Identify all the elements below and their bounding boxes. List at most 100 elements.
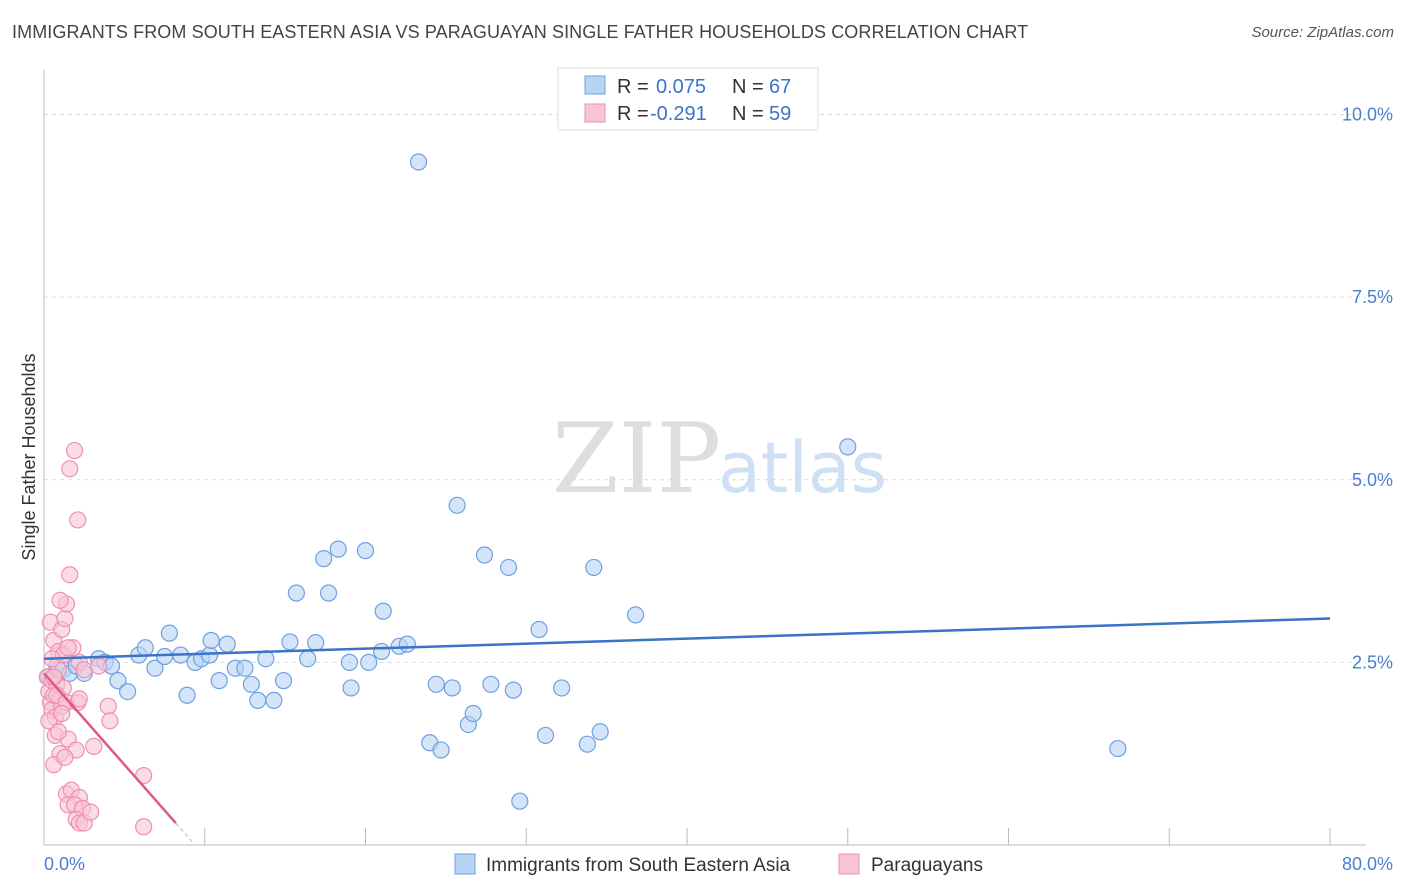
data-point-blue: [118, 682, 137, 701]
data-point-blue: [1109, 739, 1127, 758]
data-point-blue: [109, 672, 127, 690]
trend-line-pink-extension: [175, 822, 193, 842]
trend-line-blue: [43, 617, 1331, 660]
data-point-pink: [69, 511, 87, 529]
data-point-blue: [236, 659, 254, 677]
data-point-pink: [49, 723, 68, 741]
data-point-blue: [218, 635, 236, 653]
data-point-pink: [85, 737, 103, 755]
chart-title: IMMIGRANTS FROM SOUTH EASTERN ASIA VS PA…: [12, 22, 1029, 42]
legend-r-value-1: 0.075: [656, 76, 706, 98]
data-point-blue: [360, 653, 378, 671]
data-point-pink: [65, 441, 84, 460]
y-tick-labels: 2.5% 5.0% 7.5% 10.0%: [1342, 105, 1393, 673]
trend-lines: [43, 617, 1331, 842]
data-point-blue: [178, 686, 196, 704]
y-axis-label: Single Father Households: [19, 353, 39, 560]
data-point-pink: [101, 712, 119, 730]
y-tick-label: 7.5%: [1352, 287, 1393, 307]
data-point-pink: [135, 818, 153, 836]
watermark: ZIP atlas: [552, 403, 887, 515]
legend-n-value-2: 59: [769, 103, 791, 125]
bottom-legend-swatch-pink: [838, 853, 860, 875]
data-point-blue: [319, 584, 338, 602]
data-point-pink: [56, 748, 74, 766]
data-point-blue: [464, 704, 482, 723]
data-point-pink: [56, 609, 74, 628]
bottom-legend-label-pink: Paraguayans: [871, 855, 983, 876]
data-point-pink: [61, 460, 79, 478]
data-point-blue: [578, 735, 596, 753]
bottom-legend-label-blue: Immigrants from South Eastern Asia: [486, 855, 791, 876]
data-point-blue: [307, 634, 325, 652]
data-point-blue: [626, 606, 645, 624]
data-point-pink: [90, 657, 108, 675]
data-point-blue: [146, 659, 164, 677]
data-point-blue: [511, 792, 529, 810]
data-point-blue: [274, 672, 293, 690]
legend-swatch-pink: [584, 103, 606, 123]
data-point-blue: [591, 723, 609, 741]
data-point-pink: [75, 661, 93, 679]
x-tick-label-max: 80.0%: [1342, 854, 1393, 874]
data-point-blue: [160, 624, 178, 642]
x-tick-label-min: 0.0%: [44, 854, 85, 874]
data-point-blue: [432, 741, 450, 759]
data-point-pink: [82, 803, 100, 821]
data-point-blue: [475, 546, 494, 564]
data-point-blue: [299, 650, 317, 668]
data-point-blue: [287, 584, 305, 602]
data-point-blue: [136, 639, 154, 657]
gridlines: [44, 114, 1366, 663]
legend-r-value-2: -0.291: [650, 103, 707, 125]
data-point-blue: [315, 550, 333, 568]
data-point-blue: [553, 679, 571, 697]
watermark-zip: ZIP: [552, 403, 721, 515]
data-point-blue: [530, 620, 548, 639]
data-point-pink: [40, 712, 58, 730]
data-point-blue: [372, 642, 391, 661]
data-point-blue: [265, 691, 283, 709]
data-point-blue: [281, 633, 299, 651]
data-point-blue: [249, 691, 267, 709]
data-point-blue: [342, 679, 360, 697]
series-legend: Immigrants from South Eastern Asia Parag…: [454, 853, 983, 876]
data-point-pink: [59, 639, 77, 657]
data-point-pink: [61, 566, 79, 584]
data-point-blue: [504, 681, 522, 699]
trend-line-pink: [43, 672, 177, 824]
x-ticks: [204, 828, 1331, 845]
bottom-legend-swatch-blue: [454, 853, 476, 875]
data-point-pink: [99, 697, 117, 715]
data-point-blue: [200, 646, 219, 664]
y-tick-label: 5.0%: [1352, 470, 1393, 490]
data-point-blue: [536, 726, 555, 745]
data-point-blue: [356, 542, 375, 560]
y-tick-label: 2.5%: [1352, 652, 1393, 672]
data-point-blue: [155, 647, 174, 666]
data-point-blue: [398, 635, 416, 653]
legend-r-label-1: R =: [617, 76, 649, 98]
data-point-blue: [499, 558, 518, 577]
legend-swatch-blue: [584, 75, 606, 95]
data-point-blue: [409, 153, 428, 171]
data-point-blue: [448, 496, 466, 514]
data-point-blue: [202, 631, 220, 650]
data-point-blue: [443, 679, 461, 697]
data-point-blue: [242, 675, 260, 693]
data-point-pink: [70, 690, 88, 708]
data-point-blue: [340, 653, 359, 671]
source-label: Source: ZipAtlas.com: [1251, 24, 1394, 41]
correlation-legend: R = 0.075 N = 67 R = -0.291 N = 59: [557, 67, 819, 131]
watermark-atlas: atlas: [718, 427, 887, 509]
data-point-pink: [51, 591, 69, 609]
data-point-blue: [585, 558, 603, 577]
data-point-blue: [374, 602, 392, 620]
data-point-blue: [482, 675, 500, 693]
data-point-pink: [53, 704, 71, 723]
data-point-blue: [329, 540, 347, 558]
y-tick-label: 10.0%: [1342, 105, 1393, 125]
data-point-blue: [839, 438, 857, 456]
legend-r-label-2: R =: [617, 103, 649, 125]
